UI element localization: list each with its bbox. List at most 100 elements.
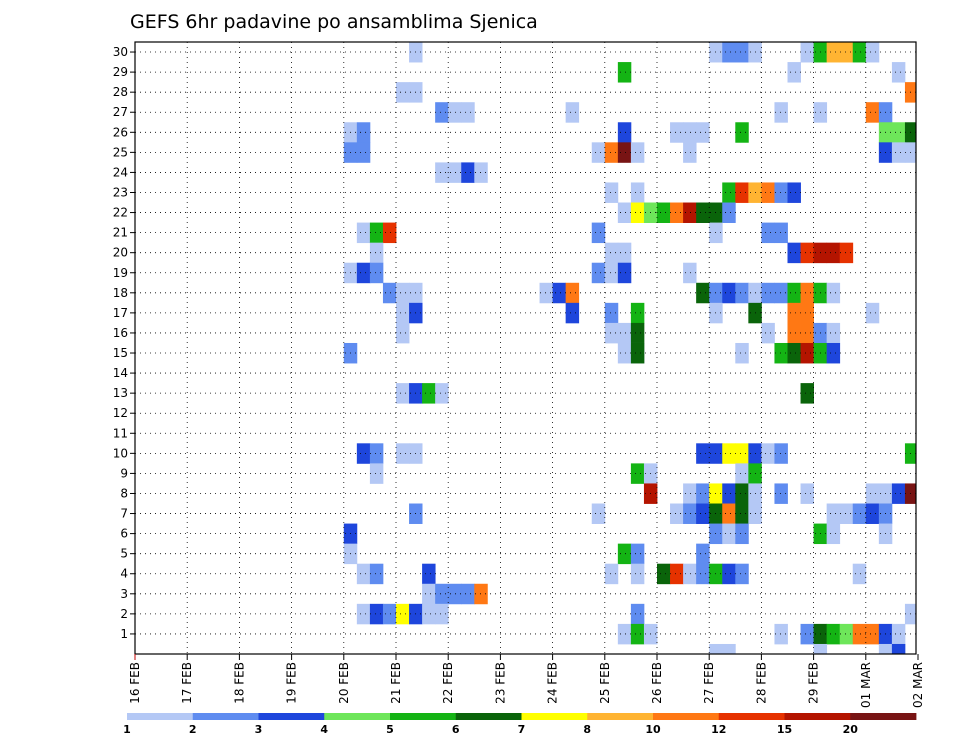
heatmap-cell (435, 383, 449, 404)
y-tick-label: 4 (120, 567, 128, 581)
heatmap-cell (670, 122, 684, 143)
heatmap-cell (461, 162, 475, 183)
heatmap-cell (617, 543, 632, 565)
heatmap-cell (683, 142, 697, 163)
heatmap-cell (800, 42, 814, 63)
heatmap-cell (800, 242, 814, 264)
heatmap-cell (735, 342, 749, 364)
heatmap-cell (448, 102, 462, 123)
heatmap-cell (356, 142, 371, 163)
heatmap-cell (826, 342, 841, 364)
heatmap-cell (565, 282, 580, 304)
heatmap-cell (865, 623, 880, 645)
colorbar-label: 2 (189, 723, 197, 736)
x-tick-label: 19 FEB (285, 662, 299, 704)
y-tick-label: 16 (113, 326, 128, 340)
heatmap-cell (787, 282, 801, 304)
heatmap-cell (722, 563, 736, 585)
y-tick-label: 22 (113, 206, 128, 220)
y-tick-label: 1 (120, 627, 128, 641)
heatmap-cell (396, 282, 410, 304)
heatmap-cell (591, 503, 606, 524)
heatmap-cell (722, 643, 736, 655)
heatmap-cell (722, 523, 736, 545)
heatmap-cell (683, 563, 697, 585)
heatmap-cell (826, 42, 841, 63)
heatmap-cell (683, 483, 697, 504)
heatmap-cell (369, 563, 384, 585)
heatmap-cell (630, 543, 645, 565)
heatmap-cell (369, 463, 384, 484)
y-tick-label: 29 (113, 65, 128, 79)
y-tick-label: 24 (113, 165, 128, 179)
x-tick-label: 27 FEB (702, 662, 716, 704)
heatmap-cell (604, 563, 619, 585)
heatmap-cell (735, 42, 749, 63)
colorbar-segment (653, 713, 720, 720)
colorbar-segment (587, 713, 654, 720)
colorbar-segment (324, 713, 391, 720)
heatmap-cell (735, 563, 749, 585)
heatmap-cell (435, 162, 449, 183)
x-tick-label: 20 FEB (337, 662, 351, 704)
heatmap-cell (474, 162, 488, 183)
heatmap-cell (722, 202, 736, 223)
heatmap-cell (826, 322, 841, 344)
heatmap-cell (826, 623, 841, 645)
heatmap-cell (369, 443, 384, 464)
heatmap-cell (852, 623, 867, 645)
y-tick-label: 11 (113, 426, 128, 440)
heatmap-cell (865, 302, 880, 324)
heatmap-cell (761, 222, 775, 244)
heatmap-cell (657, 202, 671, 223)
heatmap-cell (422, 383, 436, 404)
heatmap-cell (474, 583, 488, 605)
heatmap-cell (735, 483, 749, 504)
heatmap-cell (617, 322, 632, 344)
heatmap-cell (839, 242, 854, 264)
heatmap-cell (448, 162, 462, 183)
heatmap-cell (683, 122, 697, 143)
heatmap-cell (604, 322, 619, 344)
heatmap-cell (630, 302, 645, 324)
heatmap-cell (800, 282, 814, 304)
x-tick-label: 23 FEB (493, 662, 507, 704)
heatmap-cell (356, 222, 371, 244)
plot-frame (134, 41, 917, 655)
heatmap-cell (396, 383, 410, 404)
heatmap-cell (617, 623, 632, 645)
heatmap-cell (422, 603, 436, 625)
heatmap-cell (630, 563, 645, 585)
heatmap-cell (696, 122, 710, 143)
colorbar-segment (718, 713, 785, 720)
heatmap-cell (800, 623, 814, 645)
heatmap-cell (774, 443, 788, 464)
y-tick-label: 8 (120, 486, 128, 500)
heatmap-cell (696, 443, 710, 464)
heatmap-cell (826, 242, 841, 264)
heatmap-cell (604, 262, 619, 284)
y-tick-label: 7 (120, 507, 128, 521)
heatmap-cell (891, 142, 906, 163)
heatmap-cell (722, 503, 736, 524)
heatmap-cell (774, 483, 788, 504)
colorbar-label: 7 (518, 723, 526, 736)
heatmap-cell (722, 282, 736, 304)
heatmap-cell (787, 182, 801, 203)
heatmap-cell (382, 222, 397, 244)
heatmap-cell (461, 102, 475, 123)
heatmap-cell (630, 603, 645, 625)
heatmap-cell (787, 302, 801, 324)
heatmap-cell (839, 503, 854, 524)
heatmap-cell (657, 563, 671, 585)
heatmap-cell (670, 202, 684, 223)
grid-lines (135, 42, 916, 654)
heatmap-cell (774, 342, 788, 364)
heatmap-cell (891, 623, 906, 645)
colorbar-segment (192, 713, 259, 720)
heatmap-cell (604, 302, 619, 324)
heatmap-cell (435, 102, 449, 123)
y-tick-label: 15 (113, 346, 128, 360)
heatmap-cell (670, 503, 684, 524)
